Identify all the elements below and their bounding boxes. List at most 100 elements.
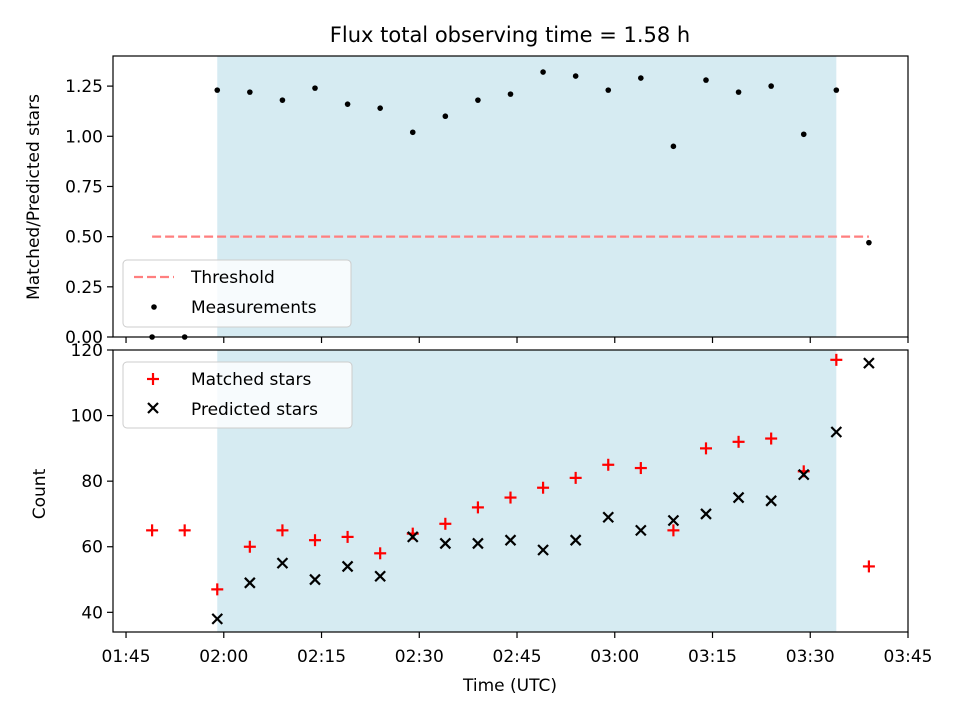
x-tick-label: 03:45 bbox=[884, 647, 933, 667]
x-tick-label: 03:00 bbox=[590, 647, 639, 667]
predicted-star-point bbox=[276, 557, 289, 569]
predicted-star-point bbox=[374, 570, 386, 583]
predicted-star-point bbox=[602, 511, 615, 524]
predicted-star-point bbox=[797, 468, 810, 481]
matched-star-point bbox=[667, 524, 680, 537]
measurement-point bbox=[312, 85, 318, 91]
matched-star-point bbox=[471, 501, 484, 514]
measurement-point bbox=[572, 73, 579, 79]
measurement-point bbox=[409, 129, 416, 136]
predicted-star-point bbox=[830, 426, 843, 438]
predicted-star-point bbox=[439, 537, 452, 550]
bottom-y-axis-label: Count bbox=[30, 468, 50, 519]
matched-star-point bbox=[178, 524, 191, 537]
predicted-star-point bbox=[472, 537, 484, 550]
matched-star-point bbox=[504, 491, 517, 504]
legend-measurements-label: Measurements bbox=[191, 298, 317, 318]
top-y-axis-label: Matched/Predicted stars bbox=[24, 94, 44, 300]
measurement-point bbox=[442, 113, 449, 120]
measurement-point bbox=[670, 143, 677, 150]
matched-star-point bbox=[211, 583, 224, 596]
matched-star-point bbox=[830, 353, 843, 366]
bottom-x-axis-label: Time (UTC) bbox=[462, 676, 557, 696]
predicted-star-point bbox=[341, 560, 354, 573]
top-plot-frame bbox=[112, 55, 909, 338]
matched-star-point bbox=[309, 534, 322, 547]
predicted-star-point bbox=[732, 491, 745, 504]
predicted-star-point bbox=[569, 534, 582, 546]
predicted-star-point bbox=[700, 508, 712, 520]
predicted-star-point bbox=[211, 613, 224, 625]
matched-star-point bbox=[569, 471, 582, 484]
top-legend-box bbox=[122, 259, 352, 328]
measurement-point bbox=[214, 87, 221, 93]
top-y-tick-label: 1.25 bbox=[65, 77, 103, 97]
measurement-point bbox=[279, 97, 286, 103]
bottom-y-ticks: 40 60 80 100 120 bbox=[71, 341, 113, 623]
top-x-ticks bbox=[125, 337, 909, 343]
chart-title: Flux total observing time = 1.58 h bbox=[330, 23, 690, 47]
bottom-plot-frame bbox=[112, 349, 909, 633]
top-legend: Threshold Measurements bbox=[122, 259, 352, 328]
legend-matched-label: Matched stars bbox=[191, 370, 311, 390]
bottom-legend-box bbox=[122, 361, 353, 429]
measurement-point bbox=[833, 87, 840, 93]
measurement-point bbox=[800, 131, 807, 138]
legend-matched-swatch bbox=[147, 373, 159, 385]
x-tick-label: 02:15 bbox=[297, 647, 346, 667]
predicted-star-point bbox=[667, 514, 680, 527]
top-panel: 0.00 0.25 0.50 0.75 1.00 1.25 Matched/Predict… bbox=[24, 55, 909, 348]
x-tick-label: 02:30 bbox=[395, 647, 444, 667]
matched-star-point bbox=[862, 560, 875, 573]
predicted-star-point bbox=[244, 577, 256, 589]
matched-star-point bbox=[341, 530, 354, 543]
top-y-tick-label: 0.75 bbox=[65, 177, 103, 197]
measurement-point bbox=[768, 83, 774, 89]
matched-star-point bbox=[243, 540, 256, 553]
bottom-y-tick-label: 100 bbox=[71, 407, 103, 427]
predicted-star-point bbox=[635, 524, 647, 537]
measurement-point bbox=[866, 239, 872, 246]
measurement-point bbox=[638, 75, 644, 81]
matched-star-point bbox=[634, 462, 647, 475]
x-tick-label: 03:30 bbox=[786, 647, 835, 667]
bottom-panel: 40 60 80 100 120 01:45 02:00 02:15 02:30 02:45 03… bbox=[30, 341, 933, 696]
bottom-y-tick-label: 120 bbox=[71, 341, 103, 361]
matched-star-point bbox=[374, 547, 387, 560]
bottom-x-ticks: 01:45 02:00 02:15 02:30 02:45 03:00 03:15 03:30… bbox=[102, 632, 933, 667]
matched-star-point bbox=[732, 435, 745, 448]
x-tick-label: 02:45 bbox=[493, 647, 542, 667]
matched-star-point bbox=[146, 524, 159, 537]
measurement-point bbox=[540, 69, 546, 75]
matched-star-point bbox=[276, 524, 289, 537]
measurement-points bbox=[149, 69, 872, 340]
measurement-point bbox=[735, 89, 742, 95]
measurement-point bbox=[507, 91, 514, 97]
x-tick-label: 02:00 bbox=[199, 647, 248, 667]
top-y-tick-label: 1.00 bbox=[65, 127, 103, 147]
top-y-ticks: 0.00 0.25 0.50 0.75 1.00 1.25 bbox=[65, 77, 113, 348]
matched-star-point bbox=[699, 442, 712, 455]
matched-star-point bbox=[439, 517, 452, 530]
matched-star-point bbox=[537, 481, 550, 494]
bottom-y-tick-label: 40 bbox=[81, 603, 103, 623]
predicted-star-point bbox=[406, 531, 419, 543]
bottom-legend: Matched stars Predicted stars bbox=[122, 361, 353, 429]
matched-star-point bbox=[765, 432, 778, 445]
count-points bbox=[146, 353, 875, 625]
measurement-point bbox=[605, 87, 612, 93]
x-tick-label: 01:45 bbox=[102, 647, 151, 667]
measurement-point bbox=[344, 101, 351, 107]
bottom-y-tick-label: 80 bbox=[81, 472, 103, 492]
predicted-star-point bbox=[309, 573, 321, 586]
bottom-y-tick-label: 60 bbox=[81, 538, 103, 558]
legend-predicted-swatch bbox=[147, 402, 159, 414]
predicted-star-point bbox=[765, 495, 777, 507]
predicted-star-point bbox=[863, 357, 875, 369]
predicted-star-point bbox=[537, 544, 549, 556]
measurement-point bbox=[703, 77, 709, 83]
legend-measurements-swatch bbox=[151, 304, 157, 310]
x-tick-label: 03:15 bbox=[688, 647, 737, 667]
legend-predicted-label: Predicted stars bbox=[191, 400, 318, 420]
